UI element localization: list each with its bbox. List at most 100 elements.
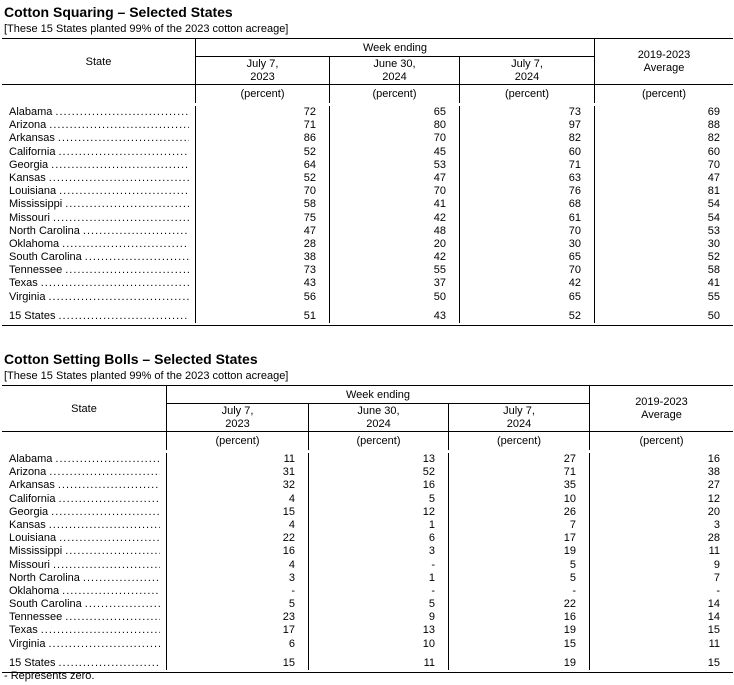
value-cell: 15 [167,505,309,519]
dot-leader [83,572,160,585]
value-cell: 48 [330,224,460,238]
value-cell: 27 [707,479,720,492]
value-cell: 27 [449,453,590,467]
value-cell: 10 [309,637,449,651]
state-cell: Oklahoma [2,237,196,252]
value-cell: 73 [196,264,330,278]
value-cell: 52 [196,145,330,159]
total-row: 15 States15111915 [2,656,733,671]
state-label: 15 States [9,656,56,669]
value-cell: 51 [196,309,330,324]
value-cell: 11 [708,637,720,650]
dot-leader [49,519,160,532]
state-cell: Arkansas [2,479,167,493]
value-cell: 11 [309,656,449,671]
dot-leader [62,238,189,251]
value-cell: 82 [707,132,720,145]
value-cell: 6 [309,532,449,546]
value-cell: 42 [460,277,595,291]
state-cell: Alabama [2,106,196,120]
state-column-header: State [2,386,167,431]
state-label: South Carolina [9,598,82,611]
spacer-row [2,303,733,310]
value-cell: 56 [196,290,330,304]
value-cell: - [449,584,590,599]
state-cell: Kansas [2,518,167,533]
dot-leader [83,225,189,238]
value-cell: 60 [460,145,595,159]
state-cell: Louisiana [2,532,167,546]
value-cell: 19 [449,545,590,559]
value-cell: 4 [167,558,309,572]
state-label: California [9,492,56,505]
value-cell: 16 [707,453,720,465]
state-cell: Virginia [2,290,196,304]
column-header-jul7-2023: July 7, 2023 [196,57,330,84]
value-cell: 3 [309,545,449,559]
table-row: Oklahoma28203030 [2,237,733,252]
state-label: Louisiana [9,185,57,198]
value-cell: 50 [330,290,460,304]
dot-leader [58,493,160,506]
value-cell: 53 [707,224,720,237]
value-cell: 5 [309,598,449,612]
state-label: Georgia [9,505,49,518]
value-cell: 19 [449,624,590,638]
dot-leader [59,532,160,545]
value-cell: 12 [707,492,720,505]
state-label: South Carolina [9,251,82,264]
value-cell: 82 [460,132,595,146]
value-cell: 7 [713,571,720,584]
value-cell: 65 [460,290,595,304]
state-label: Missouri [9,558,50,571]
column-header-jun30-2024: June 30, 2024 [330,57,460,84]
table-header: State Week ending 2019-2023 Average July… [2,39,733,85]
state-cell: North Carolina [2,224,196,238]
state-label: Arkansas [9,132,55,145]
state-cell: South Carolina [2,598,167,612]
value-cell: 52 [707,251,720,264]
value-cell: 4 [167,492,309,506]
state-cell: Virginia [2,637,167,651]
spacer-row [2,650,733,657]
value-cell: 37 [330,277,460,291]
table-row: California52456060 [2,145,733,159]
value-cell: 65 [330,106,460,120]
dot-leader [65,545,160,558]
value-cell: 5 [309,492,449,506]
dot-leader [51,506,160,519]
value-cell: 23 [167,611,309,625]
value-cell [330,303,460,310]
value-cell: 81 [707,185,720,198]
state-cell: Mississippi [2,545,167,559]
dot-leader [49,638,161,651]
value-cell: 75 [196,211,330,225]
value-cell: 11 [167,453,309,467]
value-cell: 76 [460,185,595,199]
value-cell: 20 [330,237,460,252]
state-cell: California [2,145,196,159]
value-cell: 41 [707,277,720,290]
unit-label: (percent) [449,432,590,450]
state-label: Arizona [9,466,47,479]
value-cell: - [309,584,449,599]
value-cell [449,650,590,657]
dot-leader [49,172,189,185]
value-cell: 61 [460,211,595,225]
value-cell: 70 [330,185,460,199]
value-cell: 63 [460,171,595,186]
dot-leader [55,106,189,119]
value-cell: 43 [330,309,460,324]
cotton-setting-bolls-section: Cotton Setting Bolls – Selected States [… [2,351,733,673]
unit-label: (percent) [641,88,687,100]
value-cell: 58 [707,264,720,277]
value-cell: 38 [707,466,720,479]
average-header-line2: Average [641,408,682,421]
value-cell: 3 [167,571,309,585]
